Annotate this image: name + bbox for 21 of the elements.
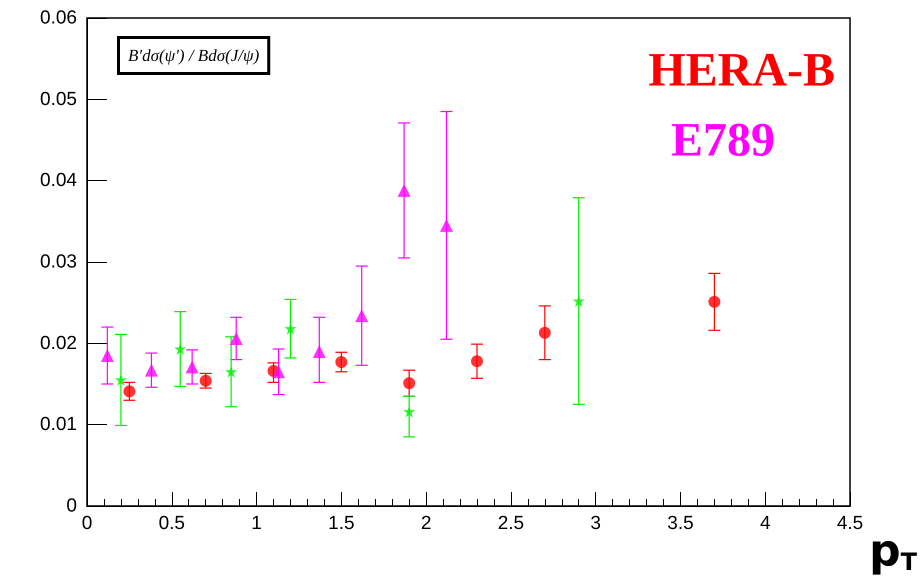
y-tick-label: 0.03: [40, 252, 77, 272]
annotation: B′dσ(ψ′) / Bdσ(J/ψ): [128, 46, 260, 65]
y-tick-label: 0.06: [40, 8, 77, 28]
y-tick-label: 0.05: [40, 88, 77, 110]
text: E789: [670, 114, 775, 166]
x-tick-label: 3: [590, 513, 601, 534]
x-tick-label: 1: [251, 513, 262, 534]
x-tick-label: 0: [82, 513, 92, 534]
text: HERA-B: [648, 44, 836, 96]
x-tick-label: 2: [420, 513, 432, 534]
y-tick-label: 0: [66, 496, 77, 516]
y-tick-label: 0.02: [40, 332, 77, 354]
x-tick-label: 1.5: [328, 513, 355, 534]
x-tick-label: 0.5: [158, 513, 185, 534]
y-tick-label: 0.04: [40, 170, 78, 192]
x-tick-label: 4: [760, 513, 771, 534]
x-tick-label: 4.5: [836, 513, 864, 534]
x-axis-title: pT: [869, 526, 918, 576]
x-tick-label: 3.5: [667, 513, 694, 534]
y-tick-label: 0.01: [40, 414, 77, 436]
x-tick-label: 2.5: [498, 513, 524, 534]
